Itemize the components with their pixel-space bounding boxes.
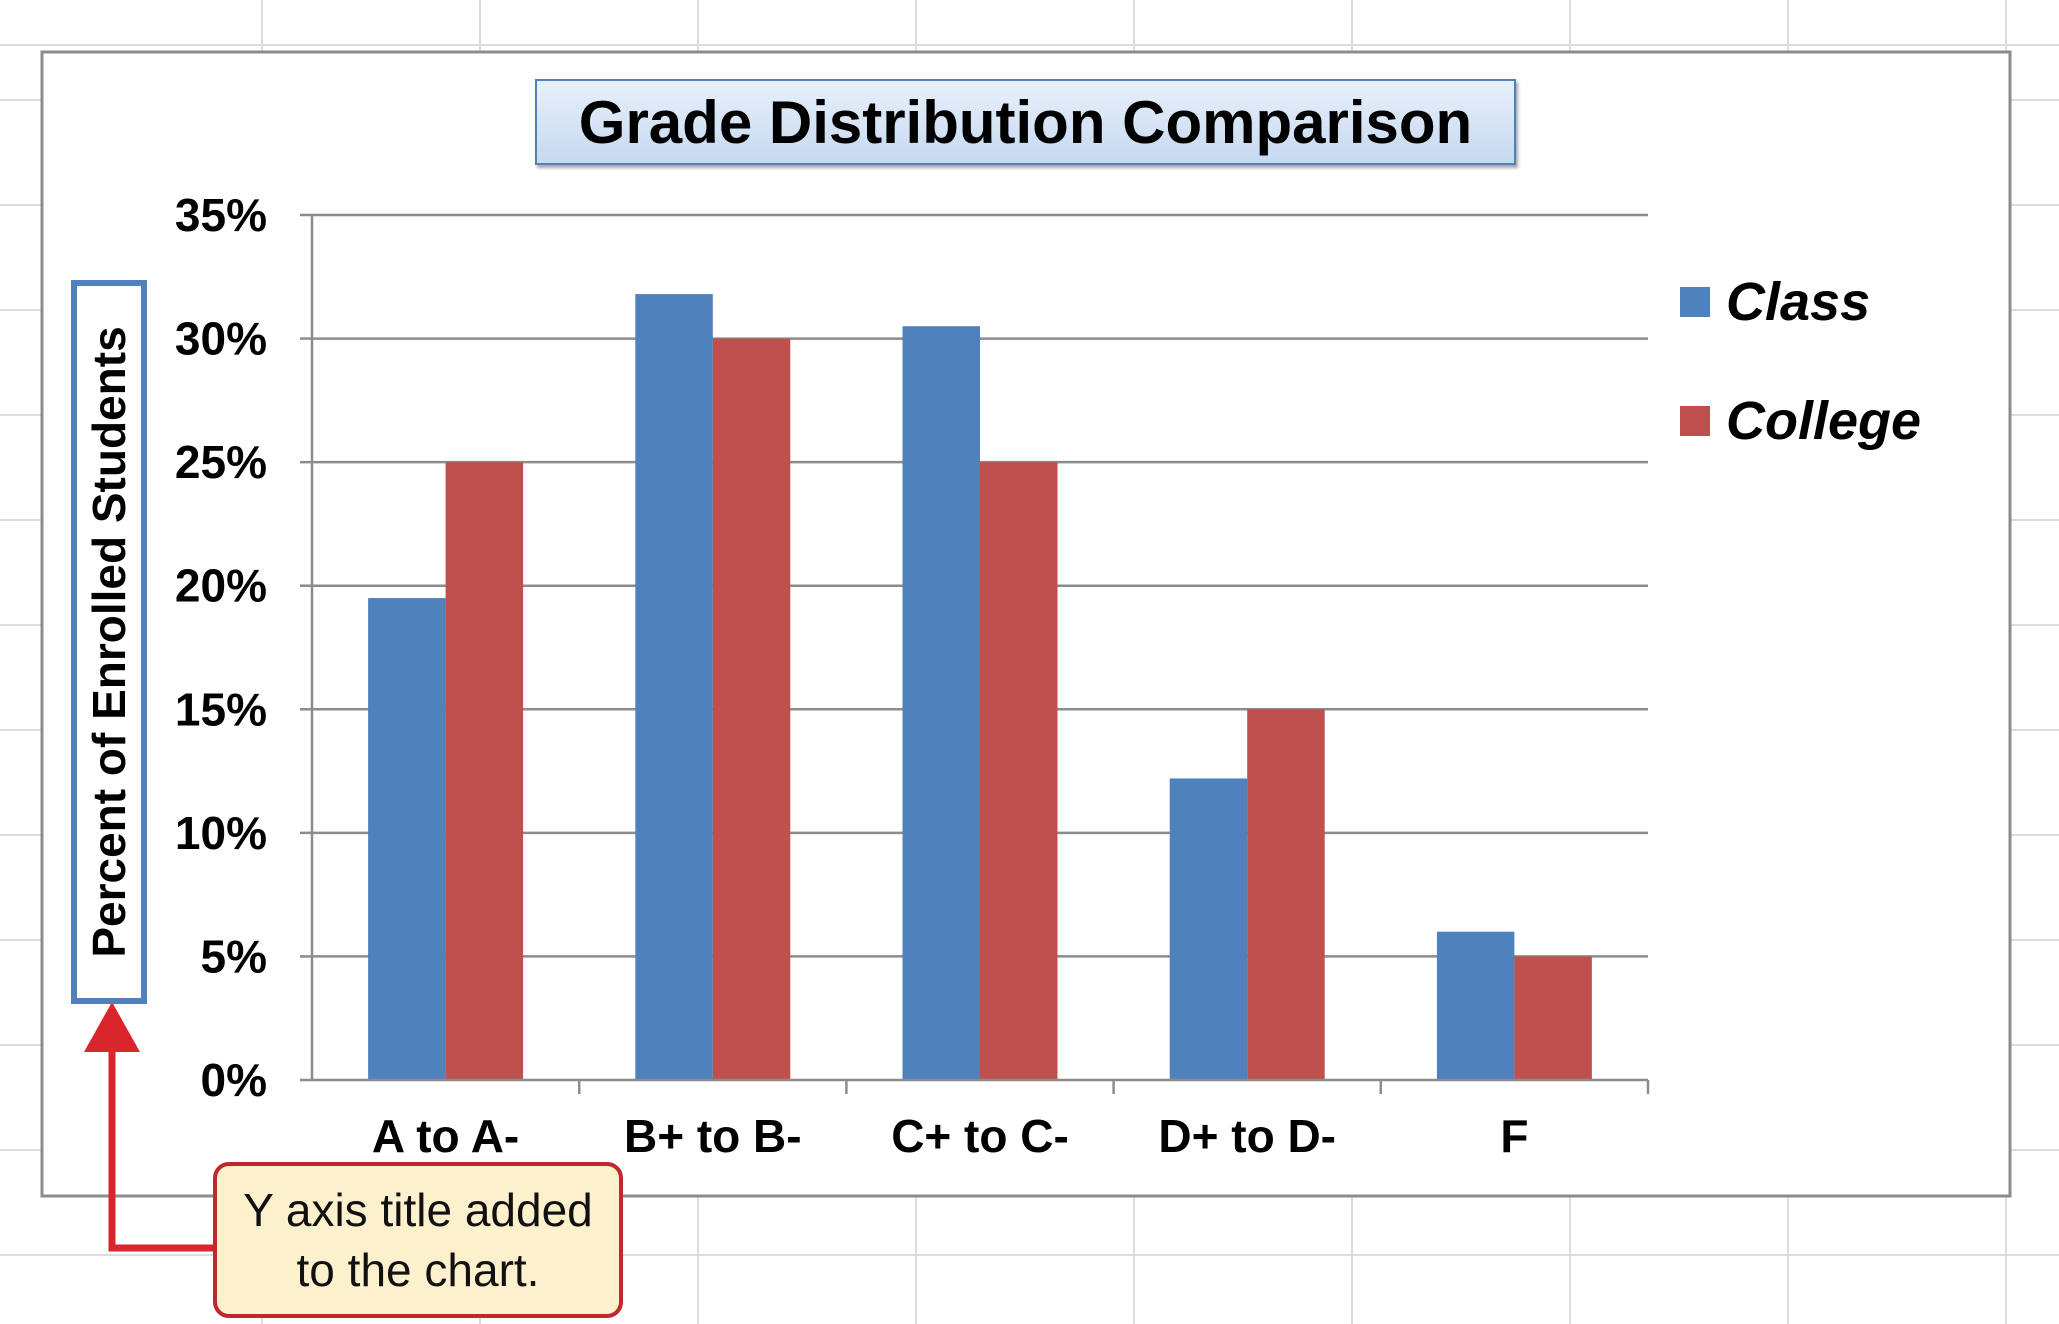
legend-item-college[interactable]: College (1680, 391, 1922, 451)
legend-swatch-college (1680, 406, 1710, 436)
legend-swatch-class (1680, 287, 1710, 317)
legend-label-college: College (1726, 391, 1922, 451)
axis-labels: 0% 5% 10% 15% 20% 25% 30% 35% A to A- B+ to B- C+ … (175, 189, 1529, 1162)
callout-line-1: Y axis title added (243, 1184, 593, 1236)
y-tick-label: 20% (175, 560, 267, 612)
bar-class-d[interactable] (1169, 778, 1248, 1080)
legend-label-class: Class (1726, 272, 1871, 332)
callout-line-2: to the chart. (296, 1244, 540, 1296)
y-tick-label: 10% (175, 807, 267, 859)
y-tick-label: 35% (175, 189, 267, 241)
callout-arrow (84, 1002, 215, 1252)
y-tick-label: 25% (175, 436, 267, 488)
x-tick-label: C+ to C- (891, 1110, 1069, 1162)
x-tick-label: B+ to B- (624, 1110, 802, 1162)
bar-college-b[interactable] (712, 338, 791, 1081)
bar-class-b[interactable] (635, 294, 713, 1081)
y-tick-label: 30% (175, 313, 267, 365)
bar-college-c[interactable] (980, 462, 1058, 1081)
y-axis-title: Percent of Enrolled Students (83, 326, 135, 958)
arrow-head (84, 1002, 140, 1052)
y-tick-label: 0% (201, 1054, 267, 1106)
bar-college-a[interactable] (445, 462, 524, 1081)
x-tick-label: D+ to D- (1158, 1110, 1336, 1162)
y-axis-title-box[interactable] (71, 280, 147, 1004)
x-tick-label: F (1500, 1110, 1528, 1162)
axes (300, 213, 1650, 1094)
arrow-line (108, 1052, 215, 1252)
callout-box: Y axis title added to the chart. (213, 1162, 623, 1318)
legend-item-class[interactable]: Class (1680, 272, 1871, 332)
bar-college-f[interactable] (1514, 956, 1592, 1080)
bar-class-f[interactable] (1436, 931, 1515, 1080)
y-tick-label: 5% (201, 930, 267, 982)
bar-college-d[interactable] (1247, 709, 1325, 1080)
y-tick-label: 15% (175, 683, 267, 735)
chart-title[interactable]: Grade Distribution Comparison (535, 79, 1516, 165)
bars (368, 294, 1592, 1081)
x-tick-label: A to A- (372, 1110, 519, 1162)
bar-class-c[interactable] (902, 326, 980, 1080)
bar-class-a[interactable] (368, 598, 446, 1080)
